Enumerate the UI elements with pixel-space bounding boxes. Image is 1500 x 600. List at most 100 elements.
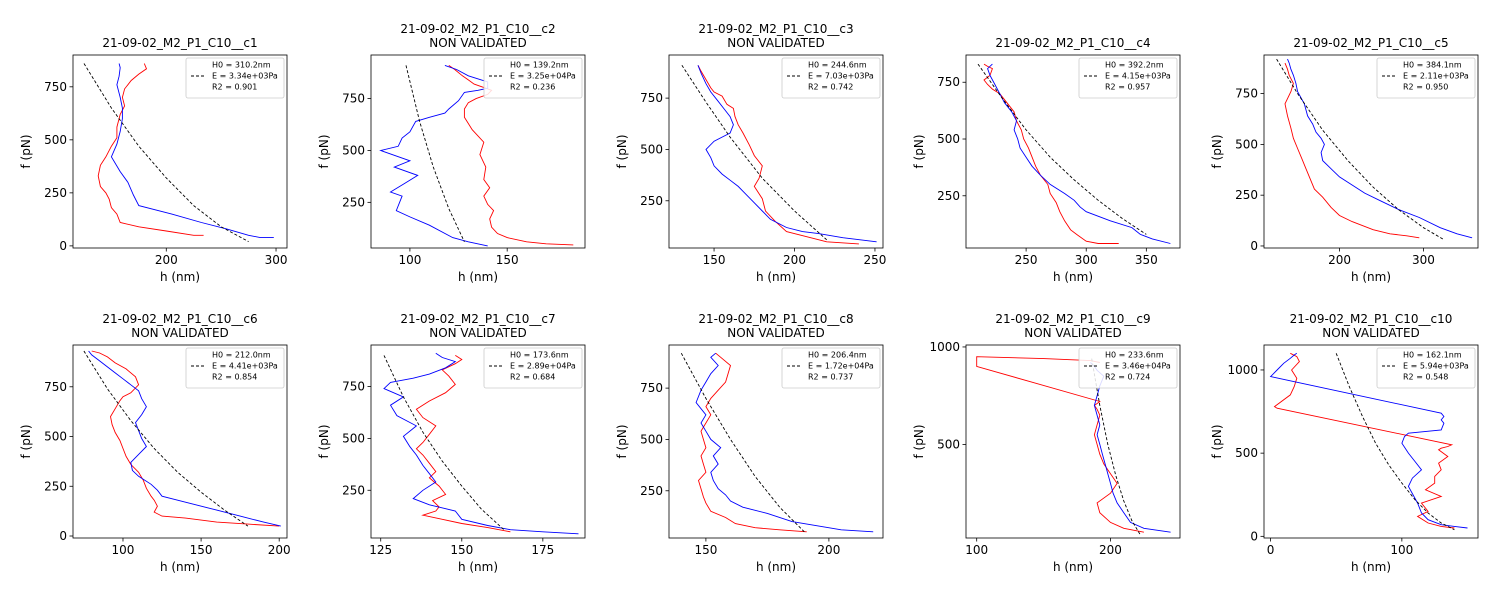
axes-frame: [1263, 344, 1479, 539]
legend: H0 = 139.2nm E = 3.25e+04Pa R2 = 0.236: [483, 57, 583, 99]
subplot-1: 200 300 0 250 500 750 h (nm) f (pN) 21-09-02_M2_…: [19, 36, 287, 284]
retract-curve: [1269, 352, 1468, 529]
y-axis-label: f (pN): [317, 425, 331, 459]
axes-frame: [72, 54, 288, 249]
y-tick-label: 750: [640, 381, 663, 395]
fit-curve: [681, 65, 828, 241]
x-axis-label: h (nm): [458, 270, 498, 284]
approach-curve: [1273, 352, 1455, 529]
subplot-2: 100 150 250 500 750 h (nm) f (pN) 21-09-02_M2_P…: [317, 22, 586, 284]
fit-curve: [1276, 58, 1445, 241]
y-tick-label: 500: [1235, 137, 1258, 151]
x-axis-label: h (nm): [160, 560, 200, 574]
x-tick-label: 350: [1135, 253, 1158, 267]
retract-curve: [695, 352, 874, 533]
legend-entry: E = 2.89e+04Pa: [510, 362, 576, 371]
approach-curve: [415, 355, 511, 533]
y-tick-label: 750: [342, 380, 365, 394]
series-group: [1269, 352, 1468, 531]
legend-box: [483, 57, 583, 99]
subplot-subtitle: NON VALIDATED: [1322, 326, 1420, 340]
x-tick-label: 250: [864, 253, 887, 267]
subplot-title: 21-09-02_M2_P1_C10__c6: [102, 312, 257, 326]
subplot-5: 200 300 0 250 500 750 h (nm) f (pN) 21-09-02_M2_…: [1210, 36, 1479, 284]
y-tick-label: 750: [937, 75, 960, 89]
y-tick-label: 250: [640, 484, 663, 498]
x-axis-label: h (nm): [756, 560, 796, 574]
x-tick-label: 150: [450, 543, 473, 557]
legend-entry: R2 = 0.854: [212, 373, 257, 382]
y-tick-label: 250: [937, 189, 960, 203]
legend-entry: E = 3.46e+04Pa: [1105, 362, 1171, 371]
legend-entry: E = 4.15e+03Pa: [1105, 72, 1171, 81]
subplot-title: 21-09-02_M2_P1_C10__c2: [400, 22, 555, 36]
y-axis-label: f (pN): [1210, 135, 1224, 169]
legend-entry: E = 1.72e+04Pa: [808, 362, 874, 371]
x-tick-label: 125: [369, 543, 392, 557]
y-tick-label: 500: [342, 431, 365, 445]
subplot-9: 100 200 500 1000 h (nm) f (pN) 21-09-02_M2_P1_…: [912, 312, 1181, 574]
x-tick-label: 150: [496, 253, 519, 267]
y-tick-label: 250: [44, 186, 67, 200]
subplot-8: 150 200 250 500 750 h (nm) f (pN) 21-09-02_M2_P…: [615, 312, 884, 574]
fit-curve: [405, 65, 465, 242]
legend-entry: R2 = 0.236: [510, 83, 555, 92]
x-tick-label: 100: [1390, 543, 1413, 557]
x-axis-label: h (nm): [160, 270, 200, 284]
y-axis-label: f (pN): [615, 135, 629, 169]
axes-frame: [1263, 54, 1479, 249]
legend-entry: R2 = 0.950: [1403, 83, 1448, 92]
y-tick-label: 250: [342, 195, 365, 209]
approach-curve: [97, 63, 204, 236]
legend-entry: E = 7.03e+03Pa: [808, 72, 874, 81]
y-axis-label: f (pN): [19, 135, 33, 169]
legend-entry: H0 = 212.0nm: [212, 351, 271, 360]
x-tick-label: 200: [155, 253, 178, 267]
x-axis-label: h (nm): [1053, 270, 1093, 284]
y-tick-label: 0: [1250, 529, 1258, 543]
subplot-7: 125 150 175 250 500 750 h (nm) f (pN) 21-09-02_M…: [317, 312, 586, 574]
y-tick-label: 500: [937, 437, 960, 451]
axes-frame: [668, 54, 884, 249]
retract-curve: [88, 350, 281, 527]
y-tick-label: 1000: [929, 340, 960, 354]
y-tick-label: 750: [640, 91, 663, 105]
axes-frame: [668, 344, 884, 539]
axes-frame: [370, 54, 586, 249]
legend-box: [1376, 57, 1476, 99]
axes-frame: [965, 54, 1181, 249]
legend-box: [185, 347, 285, 389]
legend: H0 = 392.2nm E = 4.15e+03Pa R2 = 0.957: [1078, 57, 1178, 99]
x-tick-label: 200: [783, 253, 806, 267]
y-axis-label: f (pN): [1210, 425, 1224, 459]
y-tick-label: 0: [59, 529, 67, 543]
y-tick-label: 0: [59, 239, 67, 253]
approach-curve: [697, 352, 807, 533]
subplot-title: 21-09-02_M2_P1_C10__c1: [102, 36, 257, 50]
series-group: [379, 64, 574, 247]
subplot-title: 21-09-02_M2_P1_C10__c10: [1290, 312, 1453, 326]
subplot-subtitle: NON VALIDATED: [727, 326, 825, 340]
legend-box: [1078, 57, 1178, 99]
legend: H0 = 173.6nm E = 2.89e+04Pa R2 = 0.684: [483, 347, 583, 389]
y-tick-label: 750: [44, 380, 67, 394]
legend: H0 = 162.1nm E = 5.94e+03Pa R2 = 0.548: [1376, 347, 1476, 389]
x-axis-label: h (nm): [458, 560, 498, 574]
legend-box: [483, 347, 583, 389]
y-tick-label: 250: [342, 483, 365, 497]
series-group: [1276, 58, 1473, 241]
y-tick-label: 500: [342, 143, 365, 157]
retract-curve: [697, 65, 877, 243]
subplot-title: 21-09-02_M2_P1_C10__c9: [995, 312, 1150, 326]
approach-curve: [91, 350, 280, 527]
series-group: [83, 63, 274, 242]
y-tick-label: 250: [1235, 188, 1258, 202]
x-axis-label: h (nm): [1053, 560, 1093, 574]
axes-frame: [965, 344, 1181, 539]
fit-curve: [680, 352, 805, 533]
legend-entry: E = 3.25e+04Pa: [510, 72, 576, 81]
legend: H0 = 233.6nm E = 3.46e+04Pa R2 = 0.724: [1078, 347, 1178, 389]
y-tick-label: 750: [44, 80, 67, 94]
legend-box: [1376, 347, 1476, 389]
